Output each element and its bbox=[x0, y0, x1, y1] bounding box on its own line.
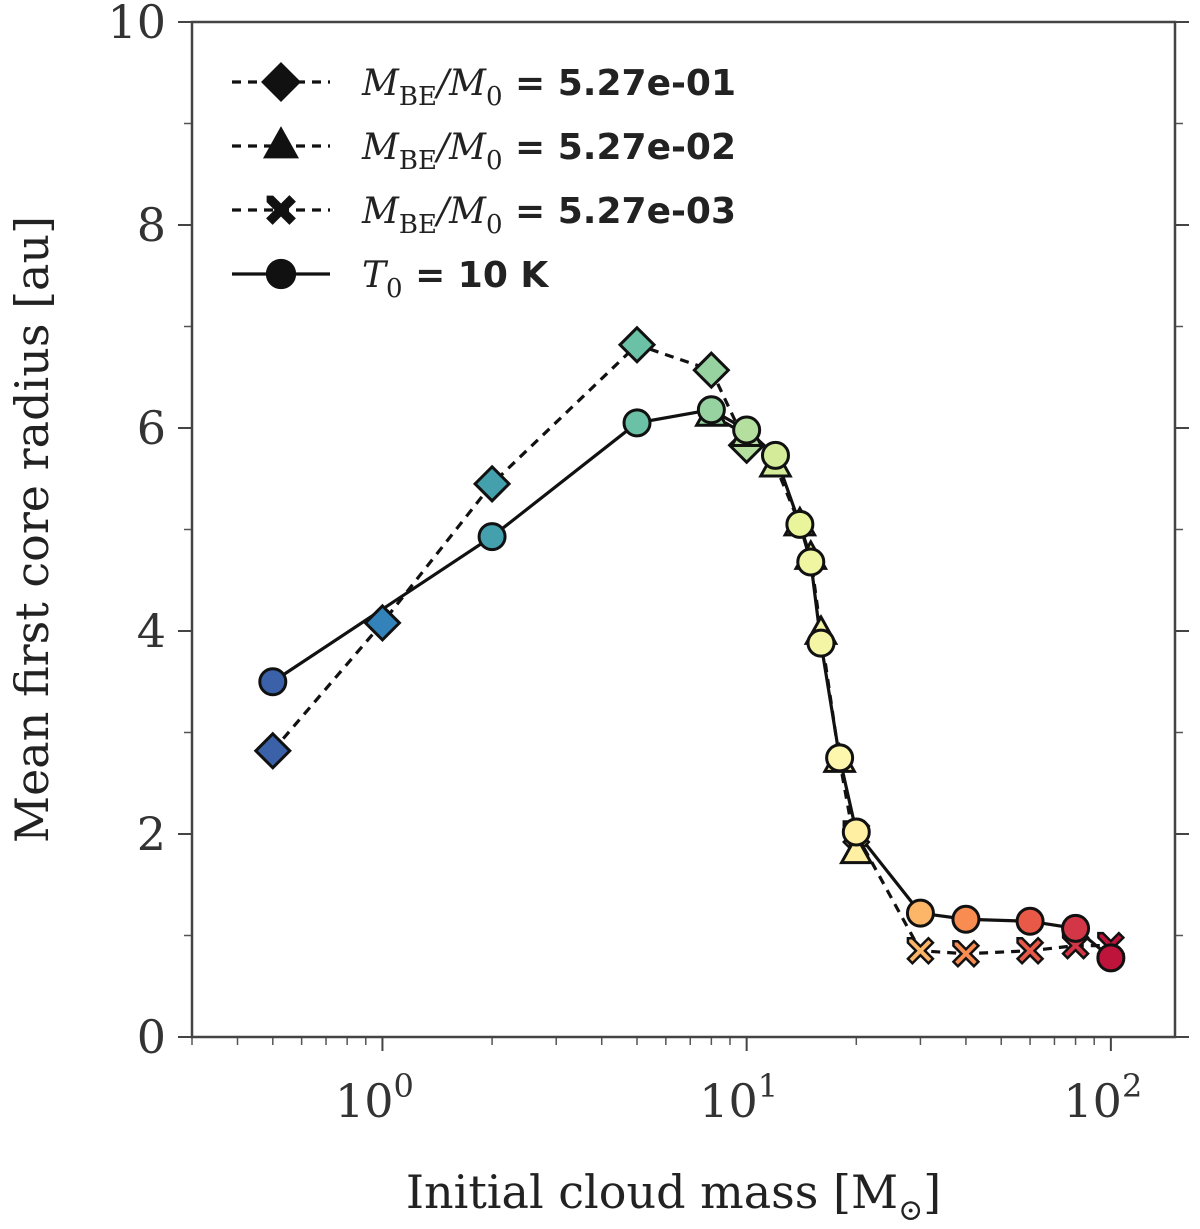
data-point-circle bbox=[1061, 913, 1091, 943]
x-axis-label: Initial cloud mass [M⊙] bbox=[406, 1165, 941, 1228]
series-line bbox=[271, 342, 749, 752]
data-point-circle bbox=[732, 415, 762, 445]
legend-marker-diamond bbox=[261, 62, 301, 102]
legend-label: T0 = 10 K bbox=[362, 255, 549, 304]
legend-marker-circle bbox=[265, 258, 297, 290]
series-line bbox=[271, 408, 1112, 960]
data-point-circle bbox=[1096, 943, 1126, 973]
legend-entry: MBE/M0 = 5.27e-02 bbox=[232, 126, 736, 176]
series-0 bbox=[271, 342, 749, 752]
y-tick-label: 4 bbox=[137, 604, 166, 658]
series-3 bbox=[271, 408, 1112, 960]
legend-entry: MBE/M0 = 5.27e-03 bbox=[232, 191, 736, 240]
data-point-circle bbox=[477, 522, 507, 552]
plot-frame bbox=[190, 20, 1177, 1039]
x-tick-label: 101 bbox=[699, 1067, 778, 1128]
legend-label: MBE/M0 = 5.27e-03 bbox=[361, 191, 736, 240]
y-tick-label: 2 bbox=[137, 807, 166, 861]
y-tick-label: 0 bbox=[137, 1010, 166, 1064]
data-point-x bbox=[1015, 936, 1045, 965]
data-point-circle bbox=[796, 547, 826, 577]
x-tick-label: 102 bbox=[1063, 1067, 1142, 1128]
legend-marker-x bbox=[266, 195, 296, 225]
legend-entry: T0 = 10 K bbox=[232, 255, 549, 304]
axes: 0 2 4 6 8 10 100 101 102 Initial cloud mass [M⊙] M… bbox=[5, 0, 1189, 1228]
series-layer bbox=[253, 325, 1126, 973]
data-point-circle bbox=[696, 395, 726, 425]
data-point-circle bbox=[785, 509, 815, 539]
legend-label: MBE/M0 = 5.27e-02 bbox=[361, 127, 736, 176]
data-point-circle bbox=[1015, 906, 1045, 936]
y-tick-label: 10 bbox=[107, 0, 166, 49]
data-point-circle bbox=[806, 628, 836, 658]
data-point-diamond bbox=[363, 603, 402, 643]
series-markers-0 bbox=[253, 325, 766, 770]
series-markers-2 bbox=[842, 819, 1126, 969]
data-point-diamond bbox=[692, 351, 731, 390]
y-tick-label: 6 bbox=[137, 401, 166, 455]
series-markers-3 bbox=[258, 395, 1126, 973]
data-point-circle bbox=[760, 440, 790, 470]
data-point-diamond bbox=[253, 731, 292, 770]
data-point-x bbox=[906, 936, 935, 965]
legend-entry: MBE/M0 = 5.27e-01 bbox=[232, 62, 736, 112]
legend: MBE/M0 = 5.27e-01 MBE/M0 = 5.27e-02 MBE/M0… bbox=[232, 62, 736, 304]
data-point-circle bbox=[841, 817, 871, 847]
y-axis-label: Mean first core radius [au] bbox=[5, 216, 59, 843]
data-point-circle bbox=[905, 898, 935, 928]
data-point-x bbox=[951, 939, 981, 969]
data-point-diamond bbox=[617, 325, 657, 364]
data-point-circle bbox=[951, 904, 981, 934]
data-point-circle bbox=[622, 408, 652, 438]
data-point-circle bbox=[258, 667, 288, 697]
x-tick-label: 100 bbox=[335, 1067, 414, 1128]
legend-marker-triangle bbox=[262, 126, 300, 159]
data-point-triangle bbox=[839, 833, 874, 865]
data-point-diamond bbox=[472, 464, 512, 503]
y-tick-label: 8 bbox=[137, 198, 166, 252]
legend-label: MBE/M0 = 5.27e-01 bbox=[361, 63, 736, 112]
minor-ticks bbox=[184, 122, 1183, 1045]
data-point-circle bbox=[825, 743, 855, 773]
